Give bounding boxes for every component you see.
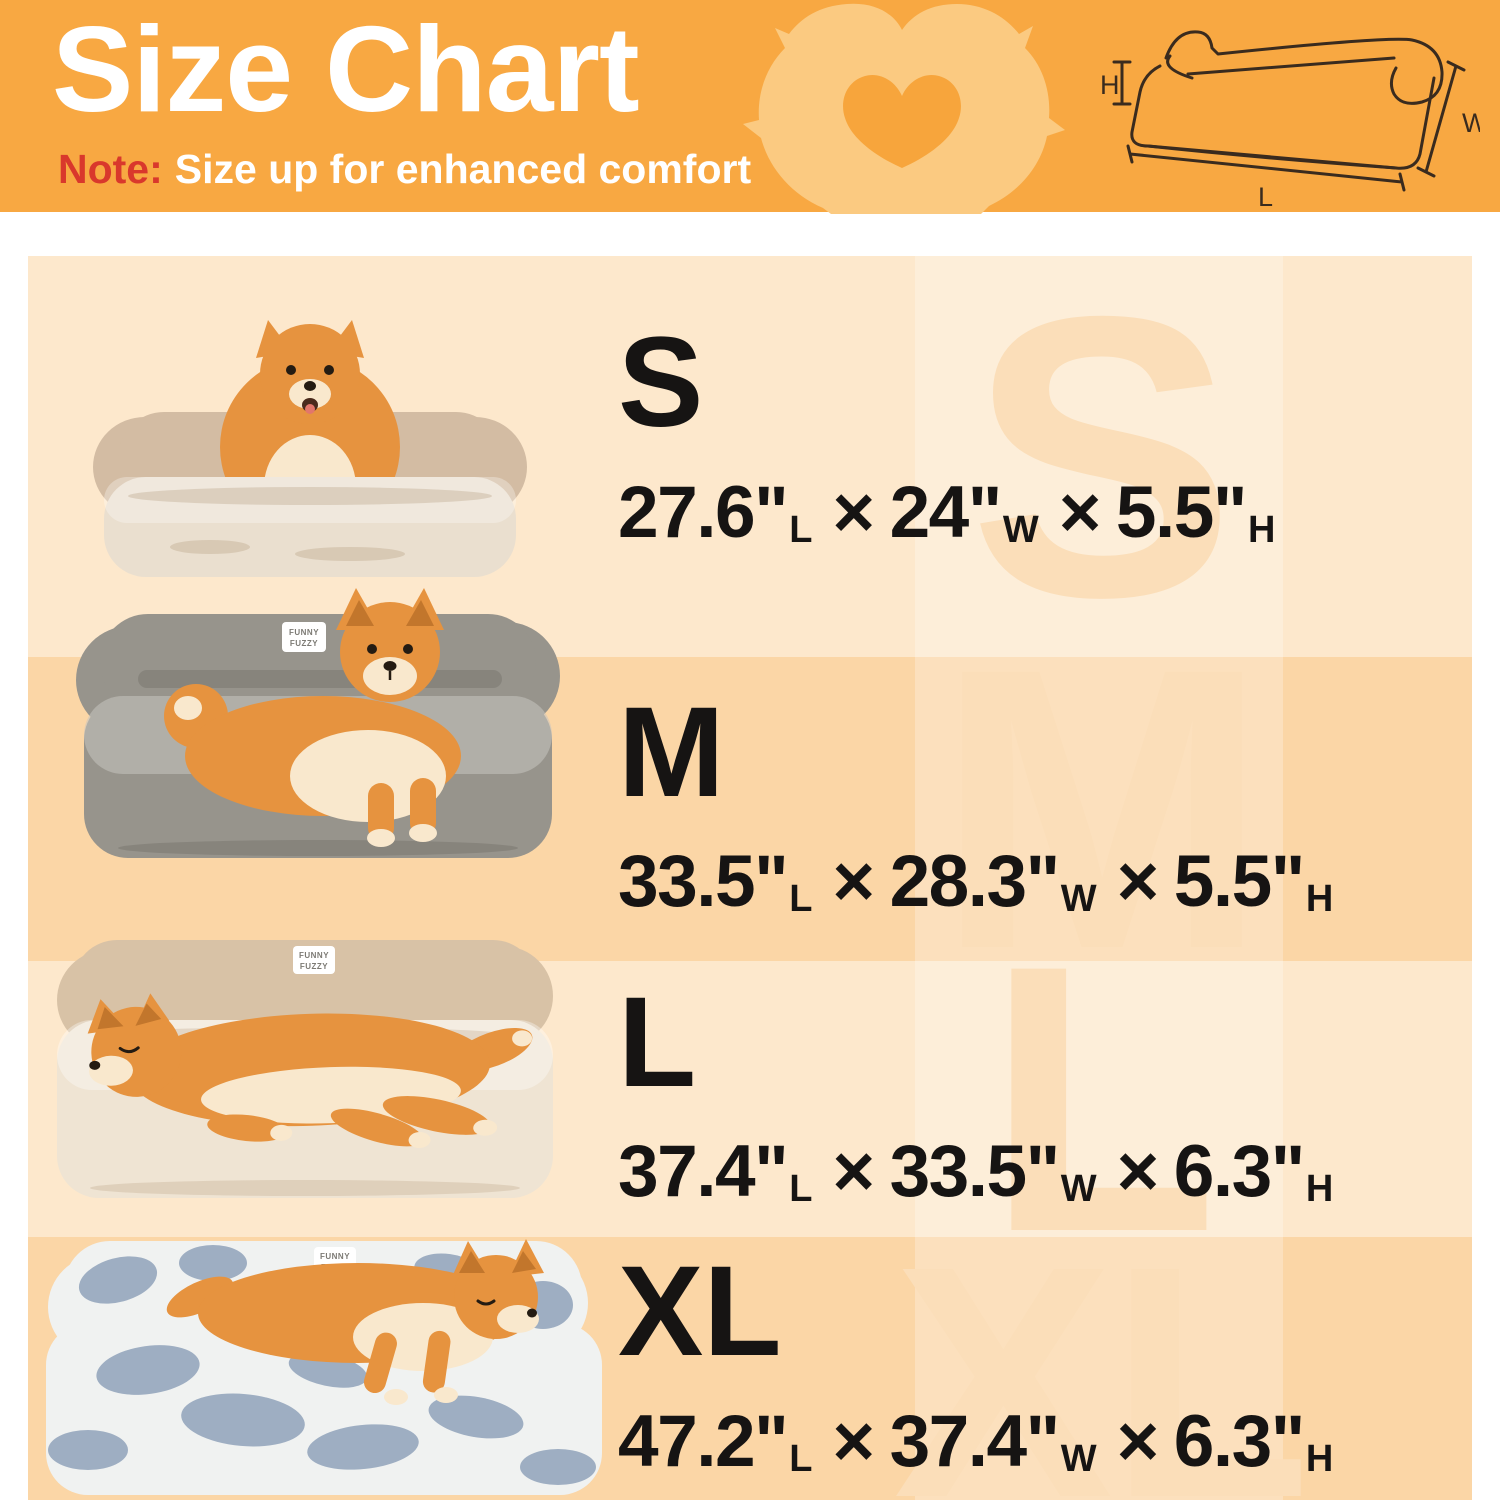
size-dimensions: 33.5"L × 28.3"W × 5.5"H bbox=[618, 841, 1334, 923]
size-row-xl-text: XL 47.2"L × 37.4"W × 6.3"H bbox=[618, 1237, 1337, 1500]
svg-text:FUZZY: FUZZY bbox=[290, 639, 318, 648]
size-row-l-text: L 37.4"L × 33.5"W × 6.3"H bbox=[618, 961, 1337, 1237]
size-dimensions: 27.6"L × 24"W × 5.5"H bbox=[618, 471, 1276, 553]
size-label: M bbox=[618, 680, 725, 824]
size-row-m-text: M 33.5"L × 28.3"W × 5.5"H bbox=[618, 657, 1337, 961]
vertical-highlight-stripe bbox=[915, 256, 1283, 1500]
watermark-letter-s: S bbox=[968, 232, 1236, 680]
header: Size Chart Note: Size up for enhanced com… bbox=[0, 0, 1500, 214]
note-label: Note: bbox=[58, 146, 163, 192]
bed-photo-s bbox=[93, 320, 527, 577]
note-line: Note: Size up for enhanced comfort bbox=[58, 146, 751, 193]
bed-photo-xl: FUNNY FUZZY bbox=[46, 1239, 602, 1495]
bed-photo-m: FUNNY FUZZY bbox=[76, 588, 560, 858]
watermark-letter-xl: XL bbox=[893, 1197, 1311, 1500]
svg-text:FUNNY: FUNNY bbox=[289, 628, 319, 637]
size-row-s-text: S 27.6"L × 24"W × 5.5"H bbox=[618, 256, 1279, 657]
bed-dimension-diagram: H W L bbox=[1100, 30, 1480, 208]
size-label: L bbox=[618, 970, 697, 1114]
size-label: S bbox=[618, 311, 704, 455]
svg-text:FUNNY: FUNNY bbox=[299, 951, 329, 960]
shiba-dog-lying bbox=[164, 588, 461, 847]
size-rows: S M L XL S 27.6"L × 24"W × 5.5"H M 33.5"L × 28… bbox=[28, 256, 1472, 1500]
shiba-dog-sleeping-xl bbox=[166, 1239, 544, 1405]
svg-text:FUZZY: FUZZY bbox=[300, 962, 328, 971]
fluffy-dog-heart-watermark-icon bbox=[743, 3, 1065, 214]
size-dimensions: 37.4"L × 33.5"W × 6.3"H bbox=[618, 1131, 1334, 1213]
brand-tag: FUNNY FUZZY bbox=[282, 622, 326, 652]
brand-tag: FUNNY FUZZY bbox=[293, 946, 335, 974]
watermark-letter-m: M bbox=[935, 585, 1268, 1032]
diagram-h-label: H bbox=[1100, 70, 1120, 100]
diagram-l-label: L bbox=[1258, 182, 1273, 208]
shiba-dog-sleeping bbox=[87, 993, 533, 1149]
size-label: XL bbox=[618, 1240, 782, 1384]
diagram-w-label: W bbox=[1462, 108, 1480, 138]
page-title: Size Chart bbox=[52, 1, 640, 137]
watermark-letter-l: L bbox=[985, 886, 1218, 1311]
size-dimensions: 47.2"L × 37.4"W × 6.3"H bbox=[618, 1400, 1334, 1482]
bed-photo-l: FUNNY FUZZY bbox=[57, 940, 553, 1198]
note-text: Size up for enhanced comfort bbox=[174, 146, 752, 192]
svg-text:FUNNY: FUNNY bbox=[320, 1252, 350, 1261]
